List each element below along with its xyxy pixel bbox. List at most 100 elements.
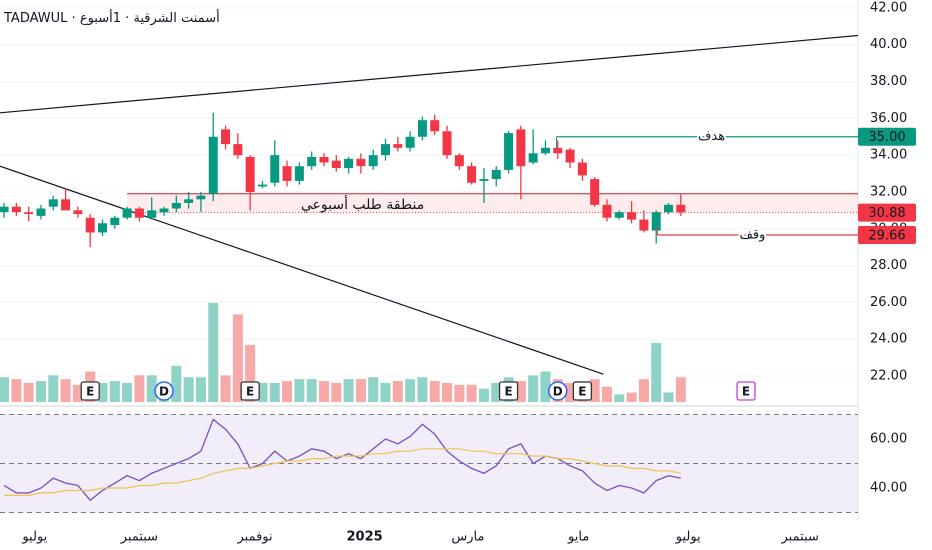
event-badge [572, 381, 593, 401]
demand-zone [127, 193, 858, 213]
volume-bar [589, 379, 600, 402]
candle-body [590, 179, 600, 205]
x-tick-label: نوفمبر [236, 530, 272, 545]
candle-body [430, 120, 440, 132]
candle-body [442, 131, 452, 156]
candle-body [294, 166, 304, 181]
x-tick-label: يوليو [21, 530, 47, 545]
volume-bar [417, 377, 428, 402]
candle-body [614, 212, 624, 218]
volume-bar [355, 379, 366, 402]
candle-body [184, 199, 194, 203]
volume-bar [638, 379, 649, 402]
event-badge [548, 381, 568, 401]
candle-body [282, 166, 292, 181]
event-label: E [578, 385, 586, 399]
volume-bar [601, 386, 612, 402]
volume-bar [454, 384, 465, 402]
event-label: E [742, 385, 750, 399]
level-label: وقف [739, 228, 765, 243]
event-badge [736, 381, 756, 401]
y-tick-label: 38.00 [870, 74, 907, 89]
volume-bar [429, 381, 440, 402]
y-tick-label: 22.00 [870, 369, 907, 384]
candle-body [233, 144, 243, 156]
x-tick-label: مايو [567, 530, 589, 545]
candle-body [381, 144, 391, 156]
candle-body [11, 206, 21, 213]
candle-body [85, 217, 95, 233]
volume-bar [343, 379, 354, 402]
price-tag [858, 203, 916, 222]
candle-body [540, 147, 550, 154]
x-tick-label: سبتمبر [120, 530, 158, 545]
volume-bar [282, 381, 293, 402]
candle-body [0, 206, 9, 213]
candle-body [528, 153, 538, 163]
zone-label: منطقة طلب أسبوعي [301, 195, 424, 213]
volume-bar [134, 375, 145, 402]
volume-bar [11, 379, 22, 402]
price-tag-label: 35.00 [868, 130, 905, 145]
volume-bar [663, 392, 674, 402]
candle-body [171, 203, 181, 209]
volume-bar [565, 382, 576, 402]
volume-bar [109, 381, 120, 402]
candle-body [356, 158, 366, 167]
candle-body [454, 155, 464, 167]
trendline [0, 34, 859, 114]
candle-body [245, 156, 255, 192]
candle-body [110, 217, 120, 226]
volume-bar [331, 382, 342, 402]
event-label: D [553, 385, 563, 399]
candle-body [61, 199, 71, 211]
level-label: هدف [698, 129, 725, 144]
separator: · [121, 11, 133, 26]
y-tick-label: 36.00 [870, 111, 907, 126]
event-label: E [86, 385, 94, 399]
rsi-tick-label: 40.00 [870, 481, 907, 496]
volume-bar [442, 382, 453, 402]
event-label: D [159, 385, 169, 399]
volume-bar [491, 382, 502, 402]
volume-bar [614, 394, 625, 402]
volume-bar [122, 382, 133, 402]
volume-bar [97, 382, 108, 402]
candle-body [491, 169, 501, 180]
candle-body [196, 195, 206, 200]
y-tick-label: 26.00 [870, 295, 907, 310]
x-tick-label: 2025 [346, 530, 382, 545]
volume-bar [183, 377, 194, 402]
candle-body [257, 184, 267, 187]
volume-bar [60, 379, 71, 402]
candle-body [270, 155, 280, 183]
volume-bar [466, 384, 477, 402]
volume-bar [478, 388, 489, 402]
volume-bar [0, 377, 10, 402]
candle-body [48, 199, 58, 207]
volume-bar [405, 379, 416, 402]
candle-body [147, 210, 157, 218]
candle-body [159, 208, 169, 213]
volume-bar [35, 381, 46, 402]
rsi-tick-label: 60.00 [870, 431, 907, 446]
candle-body [627, 212, 637, 220]
candle-body [307, 156, 317, 167]
trendline [0, 165, 604, 375]
candle-body [24, 212, 34, 215]
volume-bar [48, 375, 59, 402]
candle-body [639, 219, 649, 231]
volume-bar [318, 381, 329, 402]
volume-bar [515, 381, 526, 402]
volume-bar [675, 377, 686, 402]
volume-bar [269, 382, 280, 402]
event-badge [498, 381, 519, 401]
candle-body [602, 204, 612, 218]
candle-body [565, 149, 575, 163]
candle-body [504, 133, 514, 170]
volume-bar [626, 392, 637, 402]
candle-body [577, 162, 587, 176]
event-label: E [504, 385, 512, 399]
